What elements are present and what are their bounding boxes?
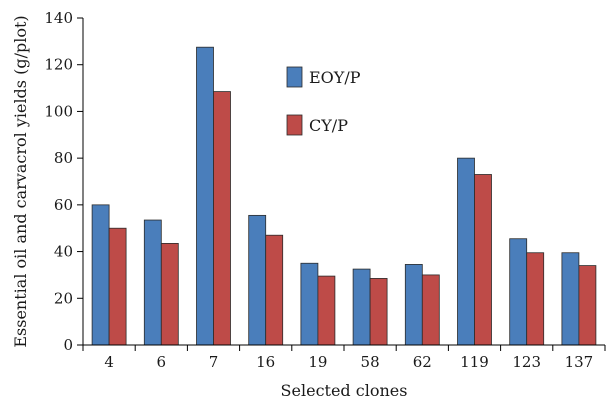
bar-cy-p-119 <box>474 174 492 346</box>
x-tick-label-16: 16 <box>256 353 275 371</box>
y-tick-label: 100 <box>44 102 73 120</box>
legend: EOY/P CY/P <box>286 66 361 136</box>
y-tick-label: 80 <box>54 149 73 167</box>
x-tick-label-6: 6 <box>157 353 167 371</box>
x-tick-label-119: 119 <box>460 353 489 371</box>
x-axis-title: Selected clones <box>281 381 408 400</box>
bar-eoy-p-19 <box>300 262 319 346</box>
bar-cy-p-58 <box>369 278 388 346</box>
bar-cy-p-19 <box>317 275 336 346</box>
bar-eoy-p-119 <box>457 157 475 346</box>
bar-cy-p-4 <box>108 227 127 346</box>
legend-swatch-eoy-p <box>286 66 303 88</box>
x-tick-label-7: 7 <box>209 353 219 371</box>
x-tick-label-62: 62 <box>413 353 432 371</box>
bar-cy-p-16 <box>265 234 284 346</box>
legend-label-cy-p: CY/P <box>309 116 348 135</box>
bar-eoy-p-58 <box>352 268 371 346</box>
x-tick-label-58: 58 <box>361 353 380 371</box>
bar-cy-p-137 <box>578 265 597 346</box>
y-tick-label: 40 <box>54 243 73 261</box>
y-axis-title: Essential oil and carvacrol yields (g/pl… <box>11 15 30 347</box>
y-tick-label: 20 <box>54 289 73 307</box>
x-tick-label-137: 137 <box>565 353 594 371</box>
bar-cy-p-7 <box>213 91 231 346</box>
x-tick-label-19: 19 <box>308 353 327 371</box>
bar-cy-p-62 <box>421 274 440 346</box>
y-tick-label: 0 <box>63 336 73 354</box>
bar-cy-p-123 <box>526 252 545 346</box>
y-tick-label: 60 <box>54 196 73 214</box>
y-tick-label: 120 <box>44 56 73 74</box>
legend-swatch-cy-p <box>286 114 303 136</box>
axes-group: 0 20 40 60 80 100 120 140 4 6 7 16 19 58 62 119 123 137 <box>44 9 606 371</box>
bar-eoy-p-4 <box>91 204 110 346</box>
bar-eoy-p-62 <box>404 264 423 346</box>
bar-eoy-p-123 <box>509 238 528 346</box>
x-tick-label-123: 123 <box>512 353 541 371</box>
x-tick-label-4: 4 <box>104 353 114 371</box>
bar-eoy-p-137 <box>561 252 580 346</box>
bar-eoy-p-7 <box>196 46 214 346</box>
bar-cy-p-6 <box>160 242 179 346</box>
legend-label-eoy-p: EOY/P <box>309 68 361 87</box>
y-tick-label: 140 <box>44 9 73 27</box>
bar-eoy-p-16 <box>248 214 267 346</box>
bars-group <box>91 46 597 346</box>
bar-eoy-p-6 <box>143 219 162 346</box>
